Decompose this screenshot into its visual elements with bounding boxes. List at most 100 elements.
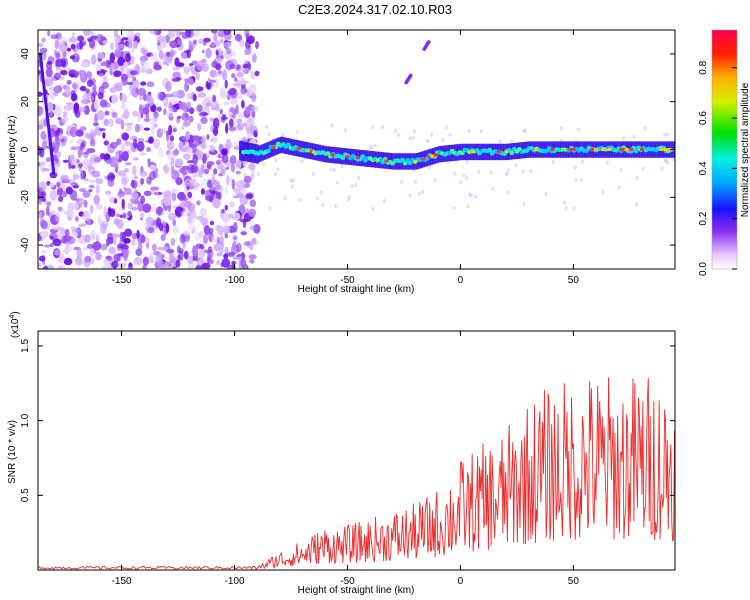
noise-blob <box>58 132 63 141</box>
noise-blob <box>224 79 228 89</box>
noise-blob <box>209 144 215 152</box>
noise-blob <box>51 209 56 215</box>
noise-blob <box>124 122 134 126</box>
signal-streak <box>404 73 413 85</box>
noise-blob <box>64 104 69 110</box>
noise-blob <box>232 221 238 233</box>
noise-blob <box>98 128 106 132</box>
noise-blob <box>213 168 218 175</box>
noise-blob <box>107 232 114 240</box>
noise-blob <box>274 157 278 162</box>
noise-blob <box>441 138 445 143</box>
noise-blob <box>202 153 207 165</box>
colorbar-frame <box>711 29 738 270</box>
noise-blob <box>601 190 605 195</box>
noise-blob <box>55 150 62 158</box>
noise-blob <box>140 212 145 219</box>
noise-blob <box>106 123 115 127</box>
noise-blob <box>203 225 211 236</box>
noise-blob <box>506 190 510 195</box>
noise-blob <box>396 132 401 137</box>
noise-blob <box>76 248 83 260</box>
noise-blob <box>111 93 118 105</box>
band-core <box>459 150 465 156</box>
colorbar-tick-label: 0.8 <box>698 60 709 74</box>
noise-blob <box>236 180 244 190</box>
noise-blob <box>142 107 150 115</box>
noise-blob <box>211 30 218 34</box>
noise-blob <box>60 174 69 182</box>
noise-blob <box>136 229 140 239</box>
noise-blob <box>120 93 128 104</box>
noise-blob <box>62 234 72 242</box>
noise-blob <box>40 190 47 198</box>
noise-blob <box>116 151 120 160</box>
noise-blob <box>413 179 417 184</box>
noise-blob <box>249 241 254 251</box>
noise-blob <box>38 255 46 262</box>
noise-blob <box>72 174 80 180</box>
noise-blob <box>140 56 145 67</box>
noise-blob <box>100 61 107 67</box>
noise-blob <box>300 159 304 164</box>
noise-blob <box>232 195 240 199</box>
noise-blob <box>262 162 266 167</box>
noise-blob <box>187 215 193 224</box>
noise-blob <box>55 58 64 67</box>
noise-blob <box>169 135 175 142</box>
noise-blob <box>165 131 170 142</box>
noise-blob <box>46 102 54 112</box>
noise-blob <box>229 155 237 165</box>
noise-blob <box>228 213 234 219</box>
noise-blob <box>138 104 144 115</box>
noise-blob <box>39 47 48 53</box>
noise-blob <box>663 132 667 137</box>
noise-blob <box>197 92 207 98</box>
noise-blob <box>201 49 205 54</box>
noise-blob <box>239 38 245 48</box>
noise-blob <box>95 65 102 72</box>
noise-blob <box>140 81 147 86</box>
noise-blob <box>38 145 43 156</box>
noise-blob <box>241 67 250 73</box>
noise-blob <box>50 34 59 40</box>
noise-blob <box>43 244 52 248</box>
noise-blob <box>60 69 68 76</box>
noise-blob <box>146 81 155 88</box>
noise-blob <box>477 169 481 174</box>
noise-blob <box>347 194 351 199</box>
noise-blob <box>169 40 178 49</box>
noise-blob <box>240 80 250 84</box>
noise-blob <box>96 110 105 121</box>
noise-blob <box>168 124 173 136</box>
noise-blob <box>191 246 198 257</box>
noise-blob <box>64 85 71 96</box>
noise-blob <box>153 138 161 150</box>
noise-blob <box>507 167 511 172</box>
noise-blob <box>209 227 214 234</box>
noise-blob <box>57 265 66 269</box>
noise-blob <box>216 260 220 265</box>
noise-blob <box>116 138 122 146</box>
band-core <box>285 142 291 147</box>
snr-scale-base: (x10 <box>10 318 21 338</box>
noise-blob <box>183 250 189 260</box>
noise-blob <box>195 72 200 80</box>
noise-blob <box>479 129 483 134</box>
band-peak <box>430 154 435 158</box>
noise-blob <box>38 142 42 147</box>
noise-blob <box>124 228 133 237</box>
noise-blob <box>238 204 246 216</box>
noise-blob <box>160 234 166 242</box>
noise-blob <box>82 210 91 222</box>
noise-blob <box>198 230 204 239</box>
noise-blob <box>167 212 177 221</box>
noise-blob <box>59 42 66 53</box>
noise-blob <box>248 84 257 94</box>
noise-blob <box>605 160 609 165</box>
noise-blob <box>110 42 114 50</box>
noise-blob <box>224 204 229 211</box>
noise-blob <box>228 118 234 128</box>
noise-blob <box>276 167 280 172</box>
